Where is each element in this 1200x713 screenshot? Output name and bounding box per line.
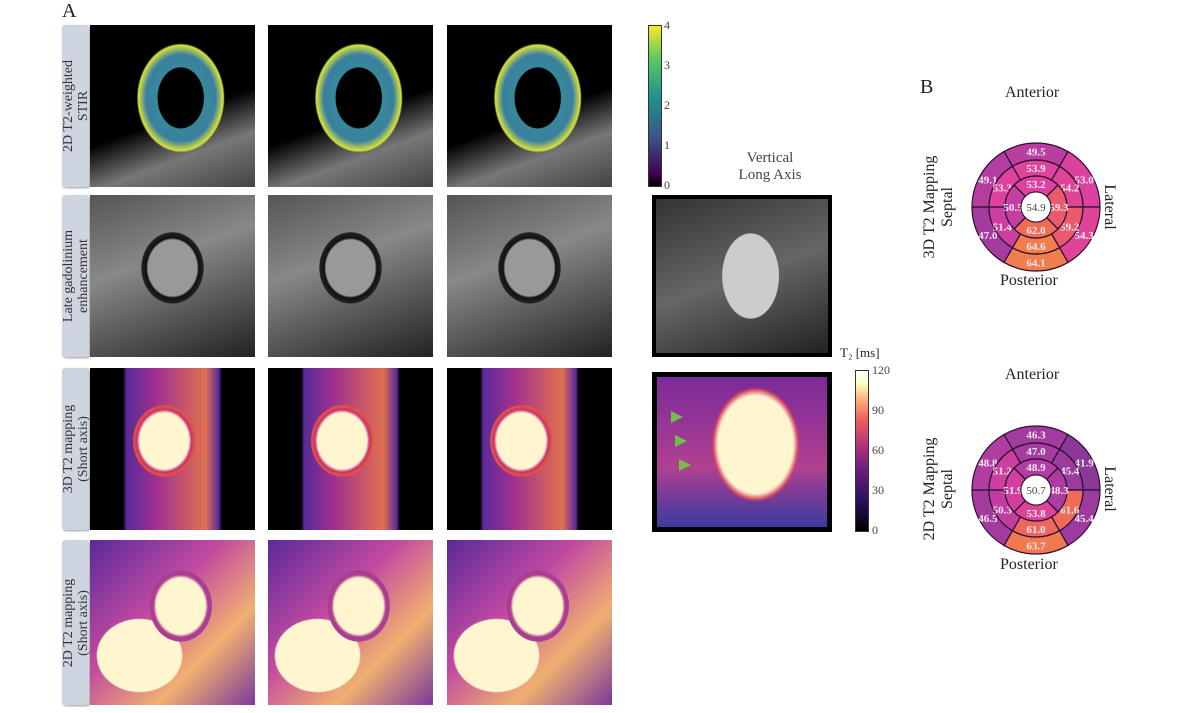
row-label-3d-t2: 3D T2 mapping (Short axis) xyxy=(61,368,91,530)
colorbar-tick-label: 90 xyxy=(872,403,884,417)
bullseye-1-septal: Septal xyxy=(939,187,956,227)
bullseye-1-apical-value: 53.2 xyxy=(1026,179,1046,191)
lge-image-3 xyxy=(447,195,612,357)
row-label-stir: 2D T2-weighted STIR xyxy=(61,25,91,187)
colorbar-tick-label: 1 xyxy=(664,138,670,152)
bullseye-1-apex xyxy=(1020,191,1052,223)
bullseye-1-apex-value: 54.9 xyxy=(1026,202,1046,214)
bullseye-2-side-label: 2D T2 Mapping xyxy=(921,437,938,541)
t2-3d-image-3 xyxy=(447,368,612,530)
bullseye-2-mid-value: 45.4 xyxy=(1060,466,1080,478)
bullseye-2-posterior: Posterior xyxy=(1000,556,1058,573)
bullseye-1-mid-value: 64.6 xyxy=(1026,241,1046,253)
stir-colorbar xyxy=(648,25,662,187)
bullseye-2-apex-value: 50.7 xyxy=(1026,485,1046,497)
bullseye-2-apical-value: 48.3 xyxy=(1049,485,1069,497)
colorbar-tick-label: 3 xyxy=(664,58,670,72)
bullseye-2-basal-value: 41.9 xyxy=(1074,457,1094,469)
row-label-2d-t2: 2D T2 mapping (Short axis) xyxy=(61,540,91,705)
bullseye-1-basal-value: 49.1 xyxy=(978,174,997,186)
bullseye-1-basal-value: 49.5 xyxy=(1026,147,1046,159)
colorbar-tick-label: 0 xyxy=(872,523,878,537)
panel-b-label: B xyxy=(920,76,934,98)
panel-a-label: A xyxy=(62,0,77,22)
vla-lge-image xyxy=(652,195,832,357)
t2-3d-image-1 xyxy=(90,368,255,530)
bullseye-plots: 49.5 53.0 54.3 64.1 47.0 49.1 53.9 54.2 59.2 64.6… xyxy=(971,142,1101,555)
bullseye-2-mid-value: 61.6 xyxy=(1060,505,1080,517)
bullseye-2-mid-value: 61.0 xyxy=(1026,524,1046,536)
t2-2d-image-1 xyxy=(90,540,255,705)
colorbar-tick-label: 2 xyxy=(664,98,670,112)
bullseye-2-apical-value: 53.8 xyxy=(1026,508,1046,520)
bullseye-2-basal-value: 48.8 xyxy=(978,457,998,469)
bullseye-1-apical-value: 50.5 xyxy=(1003,202,1023,214)
bullseye-2-basal-value: 45.4 xyxy=(1074,513,1094,525)
row-label-lge: Late gadolinium enhancement xyxy=(61,195,91,357)
lge-image-1 xyxy=(90,195,255,357)
bullseye-2-apical-value: 48.9 xyxy=(1026,462,1046,474)
bullseye-1-mid-value: 53.3 xyxy=(993,183,1013,195)
lge-image-2 xyxy=(268,195,433,357)
bullseye-1-apical-value: 62.0 xyxy=(1026,225,1046,237)
bullseye-1-mid-value: 59.2 xyxy=(1060,222,1080,234)
bullseye-1-basal-value: 54.3 xyxy=(1074,230,1094,242)
t2-2d-image-3 xyxy=(447,540,612,705)
bullseye-2-mid-value: 50.3 xyxy=(993,505,1013,517)
bullseye-1-apical-value: 59.3 xyxy=(1049,202,1069,214)
bullseye-1-anterior: Anterior xyxy=(1005,84,1060,101)
bullseye-1-mid-value: 54.2 xyxy=(1060,183,1080,195)
vla-title: Vertical Long Axis xyxy=(738,150,802,183)
colorbar-tick-label: 30 xyxy=(872,483,884,497)
bullseye-1-side-label: 3D T2 Mapping xyxy=(921,155,938,259)
bullseye-2-mid-value: 47.0 xyxy=(1026,446,1046,458)
stir-image-3 xyxy=(447,25,612,187)
arrowhead-icon xyxy=(675,435,687,447)
t2-2d-image-2 xyxy=(268,540,433,705)
bullseye-2-septal: Septal xyxy=(939,469,956,509)
colorbar-tick-label: 120 xyxy=(872,363,890,377)
bullseye-2-apical-value: 51.9 xyxy=(1003,485,1023,497)
stir-image-2 xyxy=(268,25,433,187)
bullseye-1-basal-value: 47.0 xyxy=(978,230,998,242)
bullseye-1-basal-value: 64.1 xyxy=(1026,258,1045,270)
bullseye-1-mid-value: 51.4 xyxy=(993,222,1013,234)
t2-colorbar-title: T₂ [ms] xyxy=(840,345,880,360)
bullseye-1-posterior: Posterior xyxy=(1000,272,1058,289)
bullseye-2-mid-value: 51.2 xyxy=(993,466,1013,478)
bullseye-1-mid-value: 53.9 xyxy=(1026,163,1046,175)
colorbar-tick-label: 0 xyxy=(664,178,670,192)
t2-3d-image-2 xyxy=(268,368,433,530)
colorbar-tick-label: 60 xyxy=(872,443,884,457)
vla-t2-image xyxy=(652,372,832,532)
stir-image-1 xyxy=(90,25,255,187)
bullseye-2-lateral: Lateral xyxy=(1101,466,1118,512)
arrowhead-icon xyxy=(679,459,691,471)
arrowhead-icon xyxy=(671,411,683,423)
bullseye-1-lateral: Lateral xyxy=(1101,184,1118,230)
bullseye-2-anterior: Anterior xyxy=(1005,366,1060,383)
bullseye-2-apex xyxy=(1020,474,1052,506)
t2-colorbar xyxy=(855,370,869,532)
bullseye-1-basal-value: 53.0 xyxy=(1074,174,1094,186)
bullseye-2-basal-value: 46.3 xyxy=(1026,430,1046,442)
bullseye-2-basal-value: 46.5 xyxy=(978,513,998,525)
bullseye-2-basal-value: 63.7 xyxy=(1026,541,1046,553)
colorbar-tick-label: 4 xyxy=(664,18,670,32)
